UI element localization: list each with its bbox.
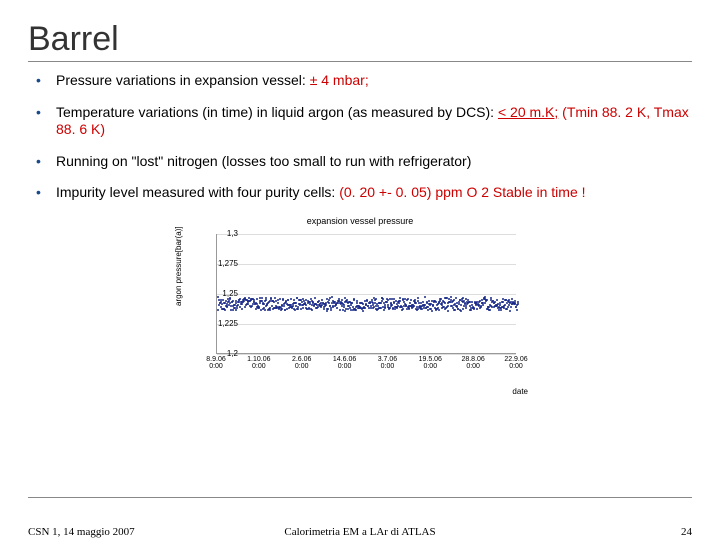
bullet-3: Running on "lost" nitrogen (losses too s… [34,153,692,171]
bullet-1: Pressure variations in expansion vessel:… [34,72,692,90]
ytick-label: 1,3 [208,229,238,238]
ytick-label: 1,25 [208,289,238,298]
bullet-4: Impurity level measured with four purity… [34,184,692,202]
chart-title: expansion vessel pressure [180,216,540,226]
xtick-label: 19.5.060:00 [410,356,450,371]
xtick-label: 28.8.060:00 [453,356,493,371]
chart-ylabel: argon pressure[bar(a)] [174,226,183,306]
bullet-4-red: (0. 20 +- 0. 05) ppm O 2 Stable in time … [339,184,585,200]
bullet-1-red: ± 4 mbar; [310,72,369,88]
bullet-list: Pressure variations in expansion vessel:… [34,72,692,202]
chart-xlabel: date [180,387,540,396]
footer-center: Calorimetria EM a LAr di ATLAS [28,526,692,538]
xtick-label: 14.6.060:00 [325,356,365,371]
bullet-3-text: Running on "lost" nitrogen (losses too s… [56,153,471,169]
bullet-2-text: Temperature variations (in time) in liqu… [56,104,498,120]
pressure-chart: expansion vessel pressure argon pressure… [180,216,540,396]
xtick-label: 8.9.060:00 [196,356,236,371]
bullet-4-text: Impurity level measured with four purity… [56,184,339,200]
footer-page-number: 24 [681,526,692,538]
chart-plot [216,234,516,354]
bullet-2: Temperature variations (in time) in liqu… [34,104,692,139]
ytick-label: 1,225 [208,319,238,328]
xtick-label: 3.7.060:00 [367,356,407,371]
title-underline [28,61,692,62]
xtick-label: 1.10.060:00 [239,356,279,371]
bullet-2-red-u: < 20 m.K; [498,104,558,120]
xtick-label: 22.9.060:00 [496,356,536,371]
slide-title: Barrel [28,20,692,59]
bullet-1-text: Pressure variations in expansion vessel: [56,72,310,88]
chart-area: argon pressure[bar(a)] 1,31,2751,251,225… [180,228,540,383]
footer-rule [28,497,692,498]
scatter-points [217,234,516,353]
ytick-label: 1,275 [208,259,238,268]
xtick-label: 2.6.060:00 [282,356,322,371]
